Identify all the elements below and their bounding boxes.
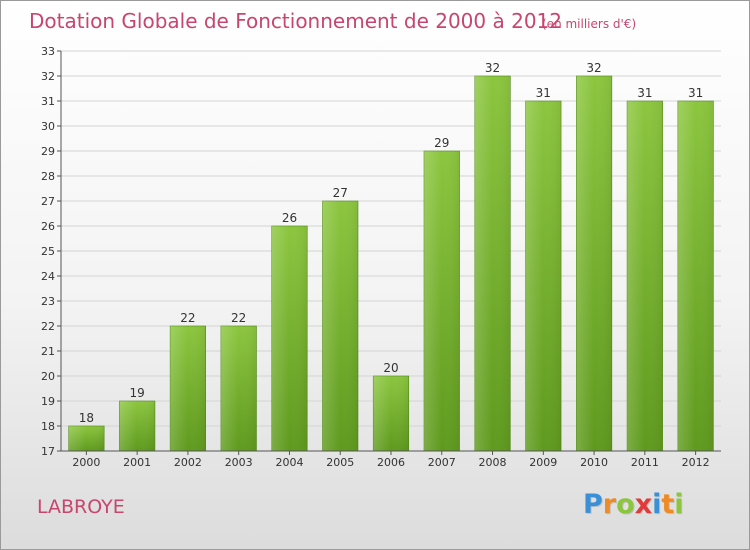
bar-shine <box>677 101 714 451</box>
y-tick-label: 24 <box>41 270 55 283</box>
x-tick-label: 2007 <box>428 456 456 469</box>
y-tick-label: 32 <box>41 70 55 83</box>
x-tick-label: 2005 <box>326 456 354 469</box>
chart-subtitle: (en milliers d'€) <box>542 17 637 31</box>
proxiti-logo: Proxiti <box>583 489 684 520</box>
y-tick-label: 28 <box>41 170 55 183</box>
x-tick-label: 2000 <box>72 456 100 469</box>
y-tick-label: 30 <box>41 120 55 133</box>
y-tick-label: 31 <box>41 95 55 108</box>
bar-value-label: 29 <box>434 136 449 150</box>
bar-shine <box>576 76 612 451</box>
x-tick-label: 2011 <box>631 456 659 469</box>
x-tick-label: 2008 <box>479 456 507 469</box>
bar-shine <box>119 401 155 451</box>
logo-letter: o <box>616 489 635 520</box>
logo-letter: i <box>674 489 684 520</box>
bar-value-label: 22 <box>231 311 246 325</box>
x-tick-label: 2003 <box>225 456 253 469</box>
bar-value-label: 31 <box>536 86 551 100</box>
logo-letter: r <box>602 489 617 520</box>
bar-shine <box>170 326 206 451</box>
y-tick-label: 21 <box>41 345 55 358</box>
chart-title: Dotation Globale de Fonctionnement de 20… <box>29 9 562 33</box>
y-tick-label: 18 <box>41 420 55 433</box>
logo-letter: x <box>634 489 653 520</box>
commune-name: LABROYE <box>37 496 125 518</box>
y-tick-label: 22 <box>41 320 55 333</box>
x-tick-label: 2001 <box>123 456 151 469</box>
bar-value-label: 19 <box>130 386 145 400</box>
x-tick-label: 2010 <box>580 456 608 469</box>
bar-shine <box>424 151 460 451</box>
x-tick-label: 2006 <box>377 456 405 469</box>
y-tick-label: 29 <box>41 145 55 158</box>
y-tick-label: 23 <box>41 295 55 308</box>
bar-value-label: 32 <box>586 61 601 75</box>
bar-shine <box>474 76 511 451</box>
logo-letter: P <box>583 489 603 520</box>
y-tick-label: 33 <box>41 45 55 58</box>
bar-shine <box>68 426 105 451</box>
bar-shine <box>220 326 257 451</box>
bar-value-label: 31 <box>637 86 652 100</box>
y-tick-label: 26 <box>41 220 55 233</box>
x-tick-label: 2004 <box>275 456 303 469</box>
y-tick-label: 25 <box>41 245 55 258</box>
bar-value-label: 26 <box>282 211 297 225</box>
bar-shine <box>525 101 562 451</box>
bar-shine <box>373 376 409 451</box>
bar-value-label: 32 <box>485 61 500 75</box>
y-tick-label: 17 <box>41 445 55 458</box>
bar-value-label: 22 <box>180 311 195 325</box>
x-tick-label: 2012 <box>682 456 710 469</box>
x-tick-label: 2002 <box>174 456 202 469</box>
y-tick-label: 20 <box>41 370 55 383</box>
x-tick-label: 2009 <box>529 456 557 469</box>
bar-value-label: 27 <box>333 186 348 200</box>
bar-shine <box>627 101 663 451</box>
y-tick-label: 19 <box>41 395 55 408</box>
logo-letter: t <box>661 489 675 520</box>
logo-letter: i <box>652 489 662 520</box>
bar-value-label: 20 <box>383 361 398 375</box>
bar-shine <box>322 201 358 451</box>
y-tick-label: 27 <box>41 195 55 208</box>
bar-value-label: 18 <box>79 411 94 425</box>
bar-shine <box>271 226 308 451</box>
bar-value-label: 31 <box>688 86 703 100</box>
